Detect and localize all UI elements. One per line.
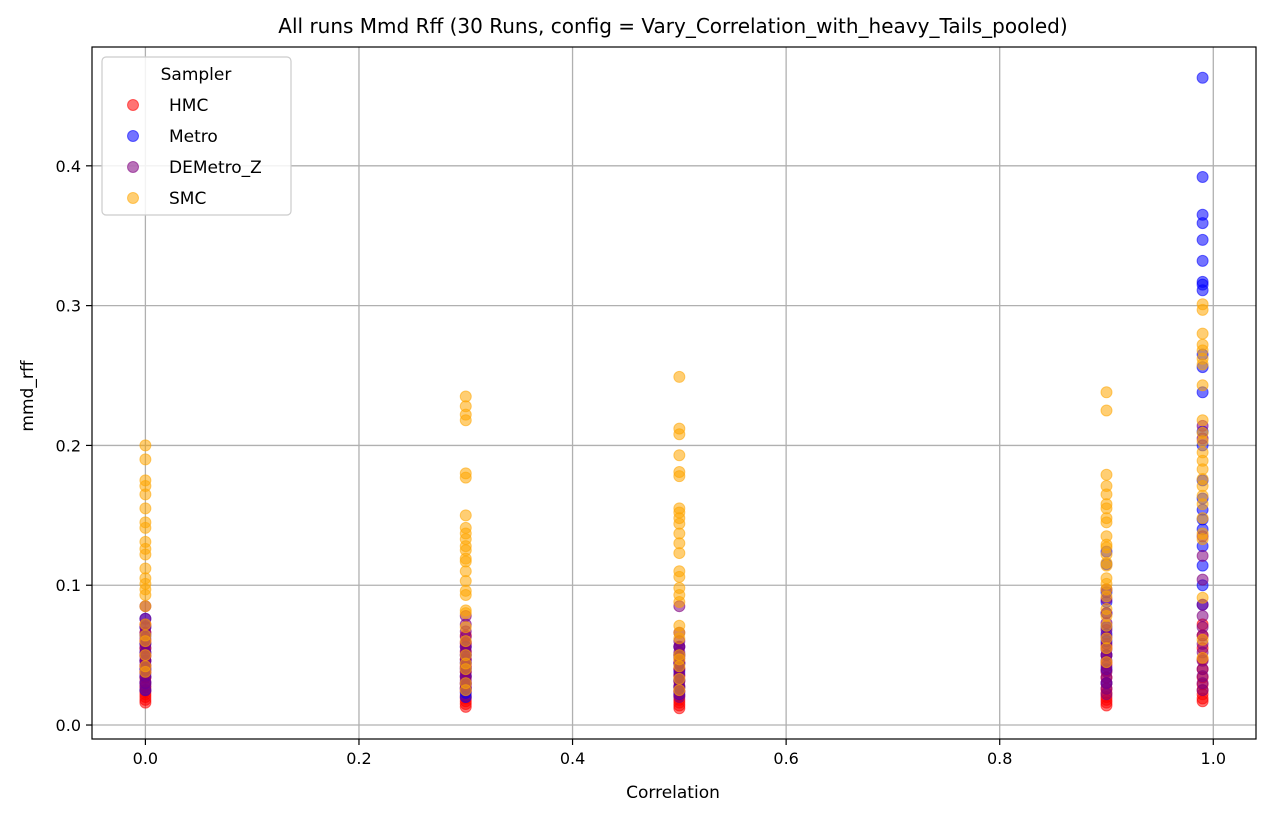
data-point (1100, 656, 1113, 669)
data-point (1196, 591, 1209, 604)
data-point (1196, 338, 1209, 351)
data-point (459, 467, 472, 480)
legend-marker (127, 99, 139, 111)
x-tick-label: 0.2 (346, 749, 371, 768)
legend-box (101, 56, 292, 216)
data-point (459, 621, 472, 634)
data-point (1196, 633, 1209, 646)
y-tick-label: 0.2 (56, 436, 81, 455)
data-point (1100, 479, 1113, 492)
legend-marker (127, 192, 139, 204)
data-point (1196, 298, 1209, 311)
data-point (1196, 171, 1209, 184)
data-point (1196, 512, 1209, 525)
data-point (673, 565, 686, 578)
y-tick-label: 0.3 (56, 297, 81, 316)
data-point (1196, 414, 1209, 427)
data-point (139, 439, 152, 452)
data-point (139, 660, 152, 673)
data-point (1196, 651, 1209, 664)
data-point (1196, 573, 1209, 586)
data-point (1196, 71, 1209, 84)
legend-label: SMC (169, 189, 206, 209)
legend-label: HMC (169, 96, 208, 116)
data-point (1100, 386, 1113, 399)
x-axis-label: Correlation (626, 783, 720, 803)
y-axis-label: mmd_rff (18, 359, 38, 431)
y-tick-label: 0.0 (56, 716, 81, 735)
data-point (459, 521, 472, 534)
data-point (1100, 530, 1113, 543)
data-point (673, 649, 686, 662)
data-point (673, 684, 686, 697)
data-point (673, 502, 686, 515)
data-point (139, 453, 152, 466)
data-point (1196, 233, 1209, 246)
series-smc (139, 298, 1209, 697)
data-point (1196, 609, 1209, 622)
legend-title: Sampler (161, 65, 232, 85)
data-points (139, 71, 1209, 715)
x-tick-label: 0.6 (773, 749, 798, 768)
x-tick-label: 1.0 (1201, 749, 1226, 768)
data-point (139, 474, 152, 487)
data-point (1100, 468, 1113, 481)
x-tick-label: 0.4 (560, 749, 585, 768)
x-tick-label: 0.8 (987, 749, 1012, 768)
legend-marker (127, 161, 139, 173)
data-point (459, 677, 472, 690)
data-point (673, 582, 686, 595)
data-point (139, 516, 152, 529)
legend-items: HMC Metro DEMetro_Z SMC (127, 96, 262, 209)
data-point (1196, 327, 1209, 340)
data-point (459, 635, 472, 648)
data-point (673, 370, 686, 383)
data-point (1196, 254, 1209, 267)
data-point (1196, 527, 1209, 540)
data-point (1196, 275, 1209, 288)
data-point (1196, 621, 1209, 634)
data-point (1100, 404, 1113, 417)
legend-marker (127, 130, 139, 142)
y-tick-label: 0.4 (56, 157, 81, 176)
data-point (139, 618, 152, 631)
data-point (459, 649, 472, 662)
data-point (459, 604, 472, 617)
data-point (139, 502, 152, 515)
data-point (139, 629, 152, 642)
legend-label: Metro (169, 127, 218, 147)
data-point (1196, 426, 1209, 439)
plot-frame (91, 46, 1257, 740)
data-point (139, 600, 152, 613)
data-point (1196, 446, 1209, 459)
data-point (1196, 208, 1209, 221)
data-point (1100, 632, 1113, 645)
legend: Sampler HMC Metro DEMetro_Z SMC (101, 56, 292, 216)
data-point (673, 449, 686, 462)
data-point (673, 465, 686, 478)
data-point (1196, 379, 1209, 392)
axis-ticks: 0.0 0.2 0.4 0.6 0.8 1.0 0.0 0.1 0.2 0.3 0.4 (56, 157, 1226, 768)
data-point (459, 509, 472, 522)
data-point (459, 390, 472, 403)
legend-label: DEMetro_Z (169, 158, 262, 178)
y-tick-label: 0.1 (56, 576, 81, 595)
data-point (139, 649, 152, 662)
data-point (139, 535, 152, 548)
data-point (673, 619, 686, 632)
x-tick-label: 0.0 (133, 749, 158, 768)
data-point (673, 422, 686, 435)
data-point (1100, 572, 1113, 585)
data-point (1196, 549, 1209, 562)
chart-title: All runs Mmd Rff (30 Runs, config = Vary… (278, 14, 1067, 38)
data-point (1100, 602, 1113, 615)
data-point (139, 562, 152, 575)
data-point (673, 672, 686, 685)
